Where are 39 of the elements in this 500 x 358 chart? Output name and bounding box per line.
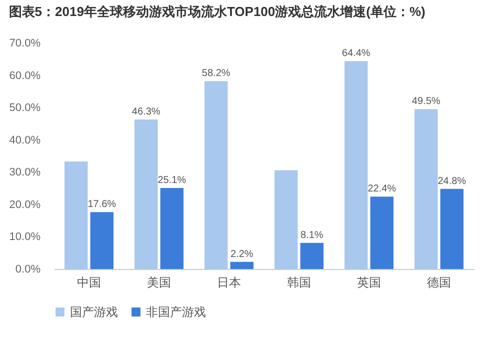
y-tick-label: 50.0% (9, 102, 41, 114)
y-tick-label: 30.0% (9, 166, 41, 179)
data-label: 46.3% (132, 106, 160, 118)
bar (160, 188, 184, 269)
bar (230, 262, 254, 269)
legend-label: 非国产游戏 (146, 305, 206, 319)
y-tick-label: 0.0% (15, 264, 41, 276)
data-label: 58.2% (202, 68, 230, 80)
y-tick-label: 40.0% (9, 134, 41, 146)
bar (204, 81, 228, 269)
bar (300, 242, 324, 269)
data-label: 22.4% (368, 184, 396, 195)
y-tick-label: 70.0% (9, 38, 41, 50)
bar (64, 161, 88, 269)
x-tick-label: 韩国 (287, 276, 311, 290)
y-tick-label: 20.0% (9, 198, 41, 211)
x-tick-label: 美国 (147, 276, 171, 290)
data-label: 2.2% (230, 248, 254, 260)
bar (90, 212, 114, 269)
x-tick-label: 日本 (217, 276, 241, 290)
bar (440, 188, 464, 269)
y-tick-label: 60.0% (9, 70, 41, 82)
data-label: 8.1% (300, 230, 324, 241)
bar (370, 196, 394, 269)
data-label: 17.6% (88, 199, 116, 210)
bar (134, 120, 158, 269)
bar (274, 170, 298, 269)
y-tick-label: 10.0% (9, 231, 41, 244)
data-label: 25.1% (158, 174, 186, 186)
x-tick-label: 德国 (427, 276, 451, 290)
bar (414, 109, 438, 269)
data-label: 49.5% (412, 96, 440, 108)
bar (344, 61, 368, 269)
x-tick-label: 英国 (357, 276, 381, 290)
data-label: 64.4% (342, 48, 370, 60)
x-tick-label: 中国 (77, 276, 101, 290)
data-label: 24.8% (438, 176, 466, 187)
legend-label: 国产游戏 (70, 305, 118, 319)
chart-title: 图表5：2019年全球移动游戏市场流水TOP100游戏总流水增速(单位：%) (8, 4, 426, 19)
